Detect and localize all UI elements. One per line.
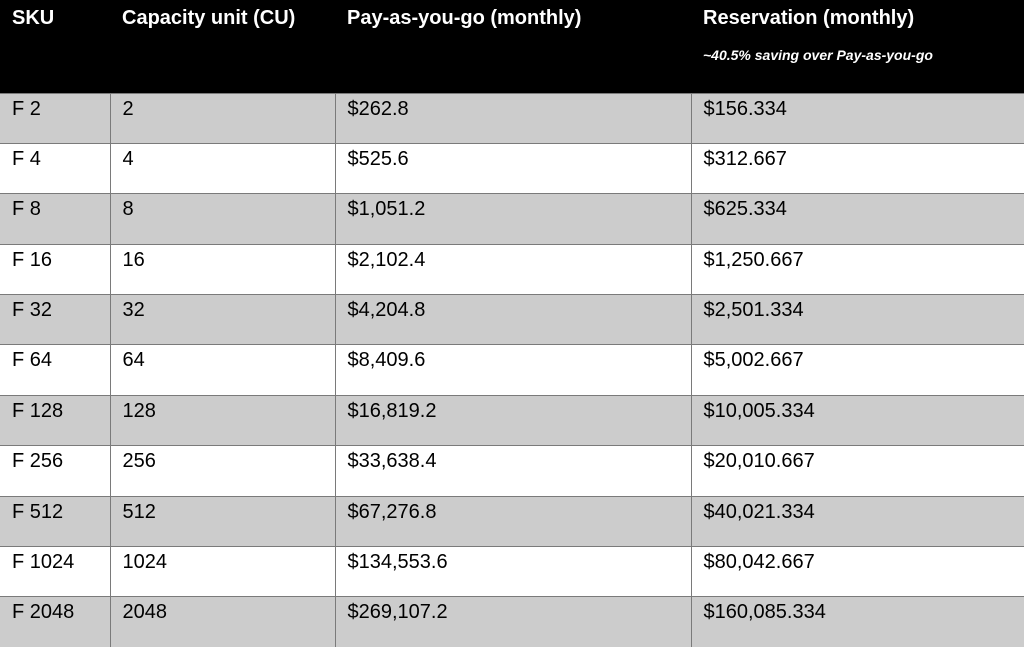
cell-sku: F 16 (0, 243, 110, 295)
table-row: F 2 2 $262.8 $156.334 (0, 92, 1024, 144)
cell-capacity-unit: 64 (109, 344, 335, 396)
cell-pay-as-you-go: $134,553.6 (334, 546, 691, 597)
cell-reservation: $80,042.667 (690, 546, 1024, 597)
cell-reservation: $20,010.667 (690, 445, 1024, 497)
table-row: F 8 8 $1,051.2 $625.334 (0, 193, 1024, 245)
table-row: F 2048 2048 $269,107.2 $160,085.334 (0, 596, 1024, 647)
cell-reservation: $160,085.334 (690, 596, 1024, 647)
table-row: F 16 16 $2,102.4 $1,250.667 (0, 243, 1024, 295)
table-row: F 1024 1024 $134,553.6 $80,042.667 (0, 546, 1024, 597)
cell-capacity-unit: 16 (109, 243, 335, 295)
header-pay-as-you-go: Pay-as-you-go (monthly) (335, 0, 691, 93)
header-sku-label: SKU (12, 7, 55, 29)
table-row: F 32 32 $4,204.8 $2,501.334 (0, 294, 1024, 345)
cell-capacity-unit: 1024 (109, 546, 335, 597)
cell-reservation: $625.334 (690, 193, 1024, 245)
cell-sku: F 64 (0, 344, 110, 396)
cell-capacity-unit: 512 (109, 495, 335, 547)
cell-sku: F 128 (0, 394, 110, 446)
table-row: F 4 4 $525.6 $312.667 (0, 142, 1024, 194)
cell-reservation: $156.334 (690, 92, 1024, 144)
table-row: F 256 256 $33,638.4 $20,010.667 (0, 445, 1024, 497)
cell-sku: F 2 (0, 92, 110, 144)
cell-sku: F 8 (0, 193, 110, 245)
table-row: F 64 64 $8,409.6 $5,002.667 (0, 344, 1024, 396)
header-sku: SKU (0, 0, 110, 93)
cell-pay-as-you-go: $33,638.4 (334, 445, 691, 497)
cell-sku: F 512 (0, 495, 110, 547)
cell-capacity-unit: 2048 (109, 596, 335, 647)
cell-reservation: $40,021.334 (690, 495, 1024, 547)
cell-reservation: $10,005.334 (690, 394, 1024, 446)
cell-sku: F 1024 (0, 546, 110, 597)
cell-pay-as-you-go: $525.6 (334, 142, 691, 194)
cell-pay-as-you-go: $67,276.8 (334, 495, 691, 547)
cell-reservation: $1,250.667 (690, 243, 1024, 295)
cell-sku: F 32 (0, 294, 110, 345)
cell-sku: F 2048 (0, 596, 110, 647)
cell-pay-as-you-go: $4,204.8 (334, 294, 691, 345)
table-row: F 128 128 $16,819.2 $10,005.334 (0, 394, 1024, 446)
cell-pay-as-you-go: $1,051.2 (334, 193, 691, 245)
cell-capacity-unit: 128 (109, 394, 335, 446)
header-row: SKU Capacity unit (CU) Pay-as-you-go (mo… (0, 0, 1024, 93)
table-row: F 512 512 $67,276.8 $40,021.334 (0, 495, 1024, 547)
header-reservation-label: Reservation (monthly) (703, 7, 915, 29)
cell-pay-as-you-go: $16,819.2 (334, 394, 691, 446)
reservation-saving-note: ~40.5% saving over Pay-as-you-go (703, 47, 933, 63)
cell-pay-as-you-go: $262.8 (334, 92, 691, 144)
cell-capacity-unit: 2 (109, 92, 335, 144)
cell-capacity-unit: 8 (109, 193, 335, 245)
header-reservation: Reservation (monthly) ~40.5% saving over… (691, 0, 1024, 93)
cell-capacity-unit: 32 (109, 294, 335, 345)
cell-capacity-unit: 256 (109, 445, 335, 497)
cell-pay-as-you-go: $269,107.2 (334, 596, 691, 647)
cell-sku: F 256 (0, 445, 110, 497)
header-capacity-unit-label: Capacity unit (CU) (122, 7, 296, 29)
cell-capacity-unit: 4 (109, 142, 335, 194)
cell-reservation: $312.667 (690, 142, 1024, 194)
cell-reservation: $5,002.667 (690, 344, 1024, 396)
header-pay-as-you-go-label: Pay-as-you-go (monthly) (347, 7, 582, 29)
cell-sku: F 4 (0, 142, 110, 194)
cell-reservation: $2,501.334 (690, 294, 1024, 345)
cell-pay-as-you-go: $8,409.6 (334, 344, 691, 396)
header-capacity-unit: Capacity unit (CU) (110, 0, 335, 93)
cell-pay-as-you-go: $2,102.4 (334, 243, 691, 295)
